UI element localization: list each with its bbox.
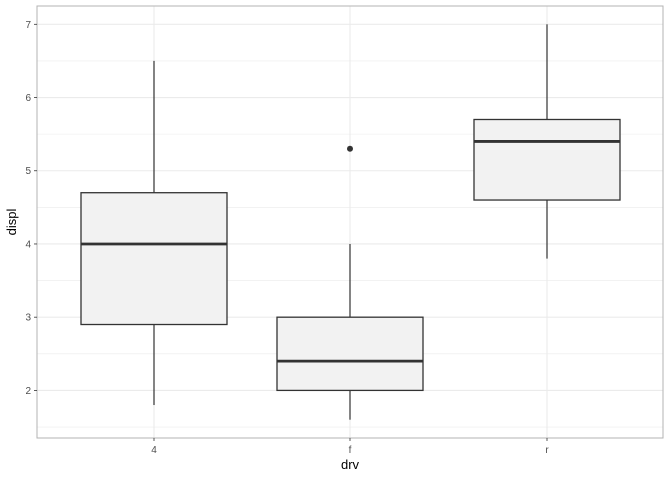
- tick-labels: 2 3 4 5 6 7 4 f r: [25, 20, 549, 456]
- y-axis-title: displ: [4, 209, 19, 236]
- x-tick-label: f: [349, 445, 352, 456]
- outlier-point: [347, 145, 353, 152]
- y-tick-label: 5: [25, 166, 31, 177]
- box-f: [276, 145, 424, 420]
- x-axis-title: drv: [341, 457, 360, 472]
- y-tick-label: 2: [25, 386, 31, 397]
- y-tick-label: 4: [25, 239, 31, 250]
- x-tick-label: r: [545, 445, 549, 456]
- boxes: [80, 24, 621, 420]
- y-tick-label: 7: [25, 20, 31, 31]
- x-tick-label: 4: [151, 445, 157, 456]
- box-iqr: [80, 192, 228, 326]
- y-tick-label: 6: [25, 93, 31, 104]
- box-4: [80, 60, 228, 406]
- box-r: [473, 24, 621, 259]
- box-iqr: [276, 316, 424, 392]
- box-iqr: [473, 118, 621, 201]
- y-tick-label: 3: [25, 313, 31, 324]
